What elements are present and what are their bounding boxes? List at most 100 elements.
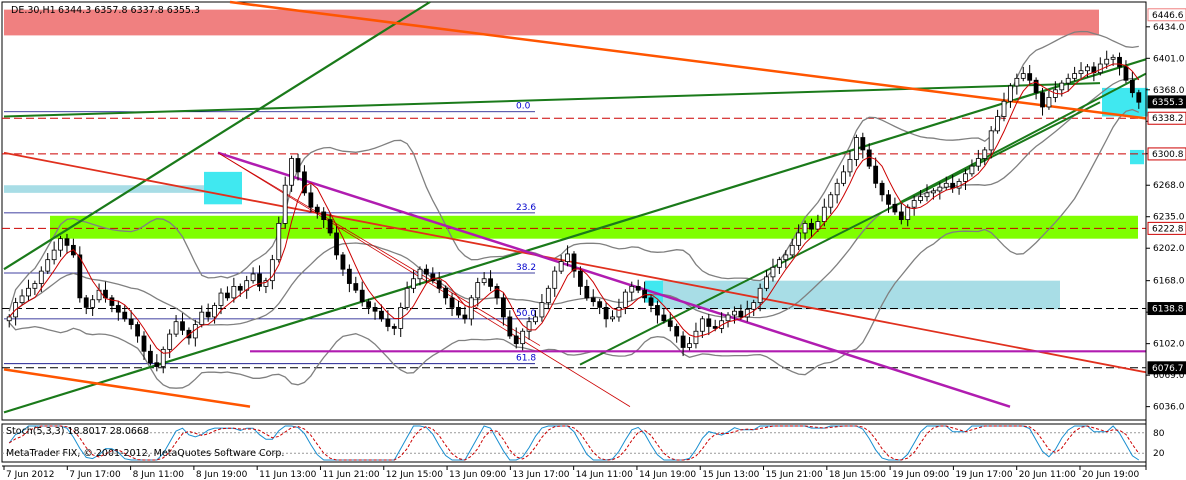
candle-body[interactable] <box>314 206 320 213</box>
candle-body[interactable] <box>494 285 500 299</box>
candle-body[interactable] <box>308 192 314 208</box>
candle-body[interactable] <box>45 259 51 272</box>
candle-body[interactable] <box>898 211 904 220</box>
candle-body[interactable] <box>481 278 487 283</box>
candle-body[interactable] <box>212 305 217 318</box>
candle-body[interactable] <box>905 206 911 220</box>
candle-body[interactable] <box>160 348 166 367</box>
candle-body[interactable] <box>526 321 532 332</box>
candle-body[interactable] <box>513 335 519 345</box>
candle-body[interactable] <box>32 283 38 289</box>
candle-body[interactable] <box>1027 73 1033 81</box>
candle-body[interactable] <box>359 289 365 303</box>
candle-body[interactable] <box>154 362 160 367</box>
candle-body[interactable] <box>1040 92 1045 108</box>
candle-body[interactable] <box>462 314 468 320</box>
candle-body[interactable] <box>237 285 243 291</box>
candle-body[interactable] <box>911 200 917 208</box>
candle-body[interactable] <box>1136 92 1142 103</box>
candle-body[interactable] <box>815 221 821 230</box>
candle-body[interactable] <box>38 270 44 284</box>
candle-body[interactable] <box>924 192 930 198</box>
candle-body[interactable] <box>520 330 526 345</box>
candle-body[interactable] <box>950 182 956 189</box>
candle-body[interactable] <box>366 301 372 308</box>
candle-body[interactable] <box>821 206 827 222</box>
candle-body[interactable] <box>937 186 943 192</box>
candle-body[interactable] <box>687 343 692 348</box>
candle-body[interactable] <box>289 158 295 186</box>
candle-body[interactable] <box>732 310 737 316</box>
candle-body[interactable] <box>346 268 352 284</box>
candle-body[interactable] <box>411 278 416 289</box>
candle-body[interactable] <box>629 285 635 293</box>
candle-body[interactable] <box>276 223 282 261</box>
candle-body[interactable] <box>661 314 667 322</box>
candle-body[interactable] <box>334 232 339 256</box>
candle-body[interactable] <box>340 254 346 270</box>
candle-body[interactable] <box>1117 56 1122 68</box>
candle-body[interactable] <box>1123 66 1129 81</box>
candle-body[interactable] <box>757 287 763 304</box>
candle-body[interactable] <box>6 316 12 322</box>
candle-body[interactable] <box>225 292 230 299</box>
candle-body[interactable] <box>488 278 493 287</box>
candle-body[interactable] <box>918 196 923 201</box>
candle-body[interactable] <box>475 282 481 299</box>
candle-body[interactable] <box>501 297 506 318</box>
candle-body[interactable] <box>1072 73 1078 79</box>
candle-body[interactable] <box>1001 100 1007 117</box>
candle-body[interactable] <box>892 203 898 213</box>
candle-body[interactable] <box>404 287 410 308</box>
candle-body[interactable] <box>199 311 205 325</box>
candle-body[interactable] <box>1065 77 1071 84</box>
candle-body[interactable] <box>975 158 981 167</box>
candle-body[interactable] <box>19 295 25 304</box>
candle-body[interactable] <box>1008 85 1013 102</box>
candle-body[interactable] <box>738 310 744 318</box>
candle-body[interactable] <box>1129 79 1135 94</box>
candle-body[interactable] <box>282 184 288 224</box>
candle-body[interactable] <box>770 266 776 278</box>
candle-body[interactable] <box>1046 97 1052 108</box>
candle-body[interactable] <box>148 350 153 364</box>
candle-body[interactable] <box>141 335 147 352</box>
candle-body[interactable] <box>809 223 814 230</box>
candle-body[interactable] <box>853 137 859 160</box>
candle-body[interactable] <box>456 306 461 316</box>
candle-body[interactable] <box>642 289 647 299</box>
candle-body[interactable] <box>1033 79 1039 94</box>
candle-body[interactable] <box>571 253 577 272</box>
candle-body[interactable] <box>603 306 609 320</box>
candle-body[interactable] <box>507 316 513 337</box>
candle-body[interactable] <box>590 297 596 303</box>
candle-body[interactable] <box>982 149 988 159</box>
candle-body[interactable] <box>218 292 224 306</box>
candle-body[interactable] <box>250 273 256 282</box>
candle-body[interactable] <box>552 270 558 289</box>
candle-body[interactable] <box>648 297 654 306</box>
candle-body[interactable] <box>26 287 31 297</box>
candle-body[interactable] <box>622 291 628 308</box>
candle-body[interactable] <box>706 318 712 327</box>
candle-body[interactable] <box>764 276 769 289</box>
candle-body[interactable] <box>616 306 622 318</box>
candle-body[interactable] <box>51 249 57 261</box>
candle-body[interactable] <box>353 283 359 291</box>
candle-body[interactable] <box>122 311 128 320</box>
candle-body[interactable] <box>1078 70 1084 74</box>
candle-body[interactable] <box>295 158 301 173</box>
candle-body[interactable] <box>173 321 179 335</box>
candle-body[interactable] <box>269 259 275 282</box>
candle-body[interactable] <box>90 299 96 308</box>
candle-body[interactable] <box>423 268 429 275</box>
candle-body[interactable] <box>565 253 570 262</box>
candle-body[interactable] <box>943 182 949 188</box>
candle-body[interactable] <box>1014 77 1020 87</box>
candle-body[interactable] <box>321 211 327 220</box>
candle-body[interactable] <box>963 173 968 182</box>
candle-body[interactable] <box>449 297 455 308</box>
candle-body[interactable] <box>841 171 846 184</box>
candle-body[interactable] <box>1020 73 1026 79</box>
